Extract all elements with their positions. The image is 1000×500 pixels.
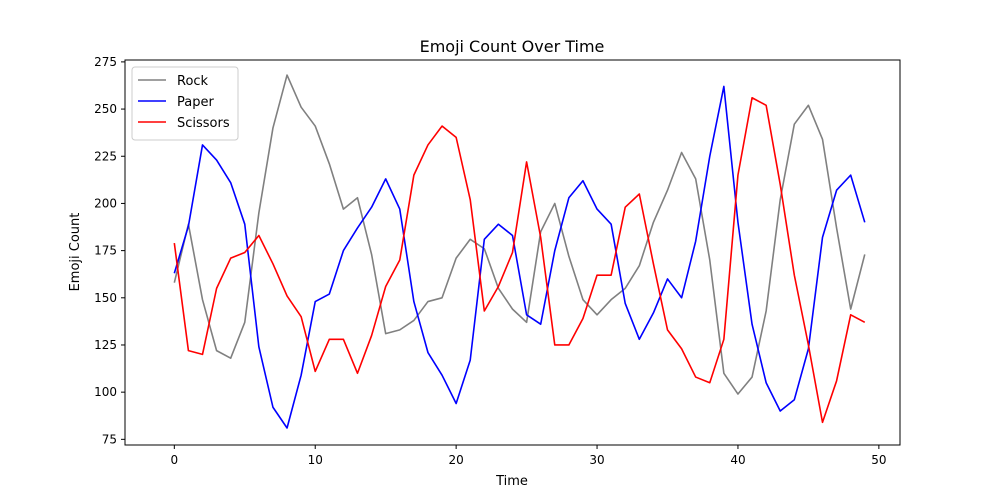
plot-frame <box>124 59 901 446</box>
legend: Rock Paper Scissors <box>131 66 239 141</box>
series-line-rock <box>173 74 866 395</box>
legend-label-paper: Paper <box>177 95 214 110</box>
y-tick-label: 100 <box>94 385 117 399</box>
x-tick-label: 50 <box>871 453 886 467</box>
y-axis-label: Emoji Count <box>68 213 83 292</box>
chart-title: Emoji Count Over Time <box>420 37 605 56</box>
x-tick-label: 0 <box>170 453 178 467</box>
x-axis-label: Time <box>495 474 528 489</box>
y-tick-label: 200 <box>94 196 117 210</box>
y-tick-label: 175 <box>94 244 117 258</box>
y-tick-label: 275 <box>94 55 117 69</box>
y-tick-label: 125 <box>94 338 117 352</box>
x-tick-label: 30 <box>589 453 604 467</box>
legend-label-scissors: Scissors <box>177 116 230 131</box>
x-tick-label: 20 <box>448 453 463 467</box>
series-line-scissors <box>173 96 866 424</box>
legend-label-rock: Rock <box>177 74 209 89</box>
y-tick-label: 250 <box>94 102 117 116</box>
y-tick-label: 150 <box>94 291 117 305</box>
series-line-paper <box>173 85 866 429</box>
y-tick-label: 225 <box>94 149 117 163</box>
x-axis: 0 10 20 30 40 50 <box>170 445 887 467</box>
y-axis: 75 100 125 150 175 200 225 250 275 <box>94 55 125 446</box>
y-tick-label: 75 <box>102 432 117 446</box>
x-tick-label: 10 <box>308 453 323 467</box>
plot-area <box>173 74 866 429</box>
x-tick-label: 40 <box>730 453 745 467</box>
